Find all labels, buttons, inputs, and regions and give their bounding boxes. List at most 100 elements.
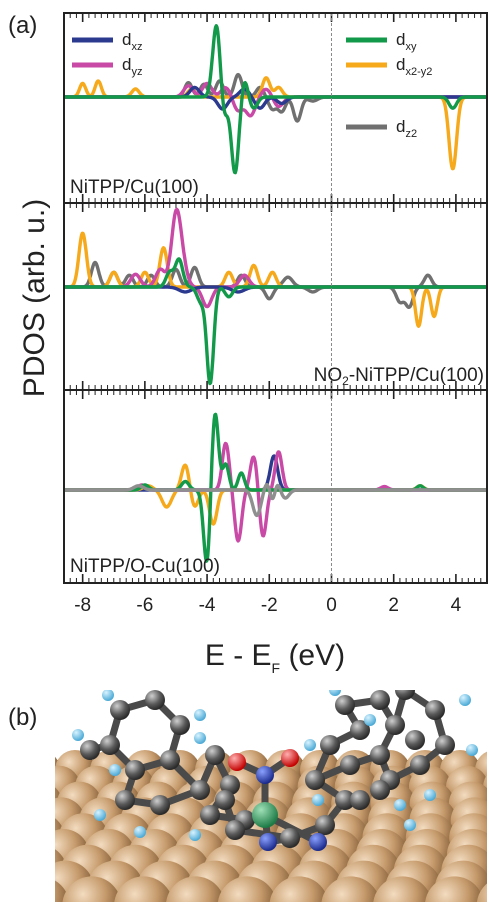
- carbon-atom: [320, 735, 340, 755]
- hydrogen-atom: [466, 744, 478, 756]
- cu-atom: [321, 876, 381, 902]
- nitrogen-atom: [259, 833, 277, 851]
- cu-atom: [62, 876, 122, 902]
- carbon-atom: [80, 740, 100, 760]
- carbon-atom: [410, 755, 430, 775]
- hydrogen-atom: [379, 672, 391, 684]
- legend-label-dxz: dxz: [122, 30, 142, 53]
- nickel-atom: [252, 802, 278, 828]
- x-tick-label: 4: [451, 595, 462, 616]
- x-tick-label: -4: [199, 595, 216, 616]
- cu-atom: [476, 883, 487, 902]
- carbon-atom: [150, 795, 170, 815]
- carbon-atom: [110, 700, 130, 720]
- carbon-atom: [350, 790, 370, 810]
- legend-label-dxy: dxy: [396, 30, 417, 53]
- hydrogen-atom: [404, 819, 416, 831]
- panel-a-label: (a): [8, 12, 37, 39]
- carbon-atom: [370, 690, 390, 710]
- carbon-atom: [385, 715, 405, 735]
- carbon-atom: [100, 735, 120, 755]
- hydrogen-atom: [459, 694, 471, 706]
- hydrogen-atom: [189, 829, 201, 841]
- x-tick-label: -2: [261, 595, 278, 616]
- y-axis-label: PDOS (arb. u.): [18, 199, 51, 397]
- panel-caption-bottom: NiTPP/O-Cu(100): [70, 556, 220, 577]
- carbon-atom: [435, 735, 455, 755]
- carbon-atom: [125, 760, 145, 780]
- cu-atom: [217, 876, 277, 902]
- x-tick-label: -6: [136, 595, 153, 616]
- panel-caption-top: NiTPP/Cu(100): [70, 177, 199, 198]
- hydrogen-atom: [134, 826, 146, 838]
- hydrogen-atom: [304, 739, 316, 751]
- hydrogen-atom: [329, 690, 341, 696]
- carbon-atom: [350, 720, 370, 740]
- carbon-atom: [425, 700, 445, 720]
- pdos-line-dx2y2-panel-1: [64, 76, 487, 171]
- carbon-atom: [200, 805, 220, 825]
- pdos-line-dz2-panel-3: [64, 483, 487, 518]
- cu-atom: [114, 876, 173, 902]
- carbon-atom: [335, 695, 355, 715]
- nitrogen-atom: [256, 766, 274, 784]
- x-axis-label: E - EF (eV): [205, 639, 345, 676]
- panel-caption-middle: NO2-NiTPP/Cu(100): [314, 365, 484, 388]
- nitrogen-atom: [309, 833, 327, 851]
- carbon-atom: [170, 715, 190, 735]
- hydrogen-atom: [312, 794, 324, 806]
- pdos-panel-top: [64, 24, 487, 175]
- carbon-atom: [315, 815, 335, 835]
- legend-label-dyz: dyz: [122, 55, 142, 78]
- hydrogen-atom: [394, 799, 406, 811]
- carbon-atom: [190, 780, 210, 800]
- hydrogen-atom: [72, 729, 84, 741]
- pdos-line-dxy-panel-1: [64, 24, 487, 175]
- carbon-atom: [280, 828, 300, 848]
- molecule-atoms: [72, 659, 478, 851]
- cu-atom: [166, 876, 225, 902]
- hydrogen-atom: [102, 690, 114, 701]
- x-tick-labels: -8 -6 -4 -2 0 2 4: [74, 595, 461, 616]
- hydrogen-atom: [424, 789, 436, 801]
- hydrogen-atom: [109, 764, 121, 776]
- carbon-atom: [395, 690, 415, 700]
- legend-label-dz2: dz2: [396, 117, 417, 140]
- carbon-atom: [305, 770, 325, 790]
- legend: dxz dyz dxy dx2-y2 dz2: [72, 30, 432, 140]
- x-tick-label: 0: [326, 595, 337, 616]
- carbon-atom: [145, 690, 165, 710]
- hydrogen-atom: [194, 732, 206, 744]
- hydrogen-atom: [194, 709, 206, 721]
- hydrogen-atom: [154, 674, 166, 686]
- plot-frame: [63, 12, 488, 584]
- carbon-atom: [160, 750, 180, 770]
- carbon-atom: [335, 790, 355, 810]
- carbon-atom: [205, 745, 225, 765]
- panel-b-label: (b): [8, 704, 37, 731]
- legend-label-dx2y2: dx2-y2: [396, 55, 432, 78]
- molecule-on-surface-image: [55, 659, 487, 902]
- cu-atom: [55, 756, 60, 784]
- oxygen-atom: [228, 753, 246, 771]
- carbon-atom: [225, 820, 245, 840]
- oxygen-atom: [281, 749, 299, 767]
- pdos-line-dz2-panel-2: [64, 260, 487, 309]
- pdos-panel-middle: [64, 207, 487, 386]
- carbon-atom: [405, 730, 425, 750]
- x-tick-label: 2: [388, 595, 399, 616]
- carbon-atom: [340, 755, 360, 775]
- hydrogen-atom: [414, 659, 426, 671]
- hydrogen-atom: [94, 809, 106, 821]
- carbon-atom: [215, 790, 235, 810]
- carbon-atom: [370, 780, 390, 800]
- x-tick-label: -8: [74, 595, 91, 616]
- pdos-panel-bottom: [64, 412, 487, 563]
- hydrogen-atom: [364, 714, 376, 726]
- cu-atom: [425, 876, 484, 902]
- pdos-line-dxy-panel-2: [64, 257, 487, 386]
- cu-atom: [269, 876, 329, 902]
- carbon-atom: [370, 745, 390, 765]
- cu-atom: [373, 876, 432, 902]
